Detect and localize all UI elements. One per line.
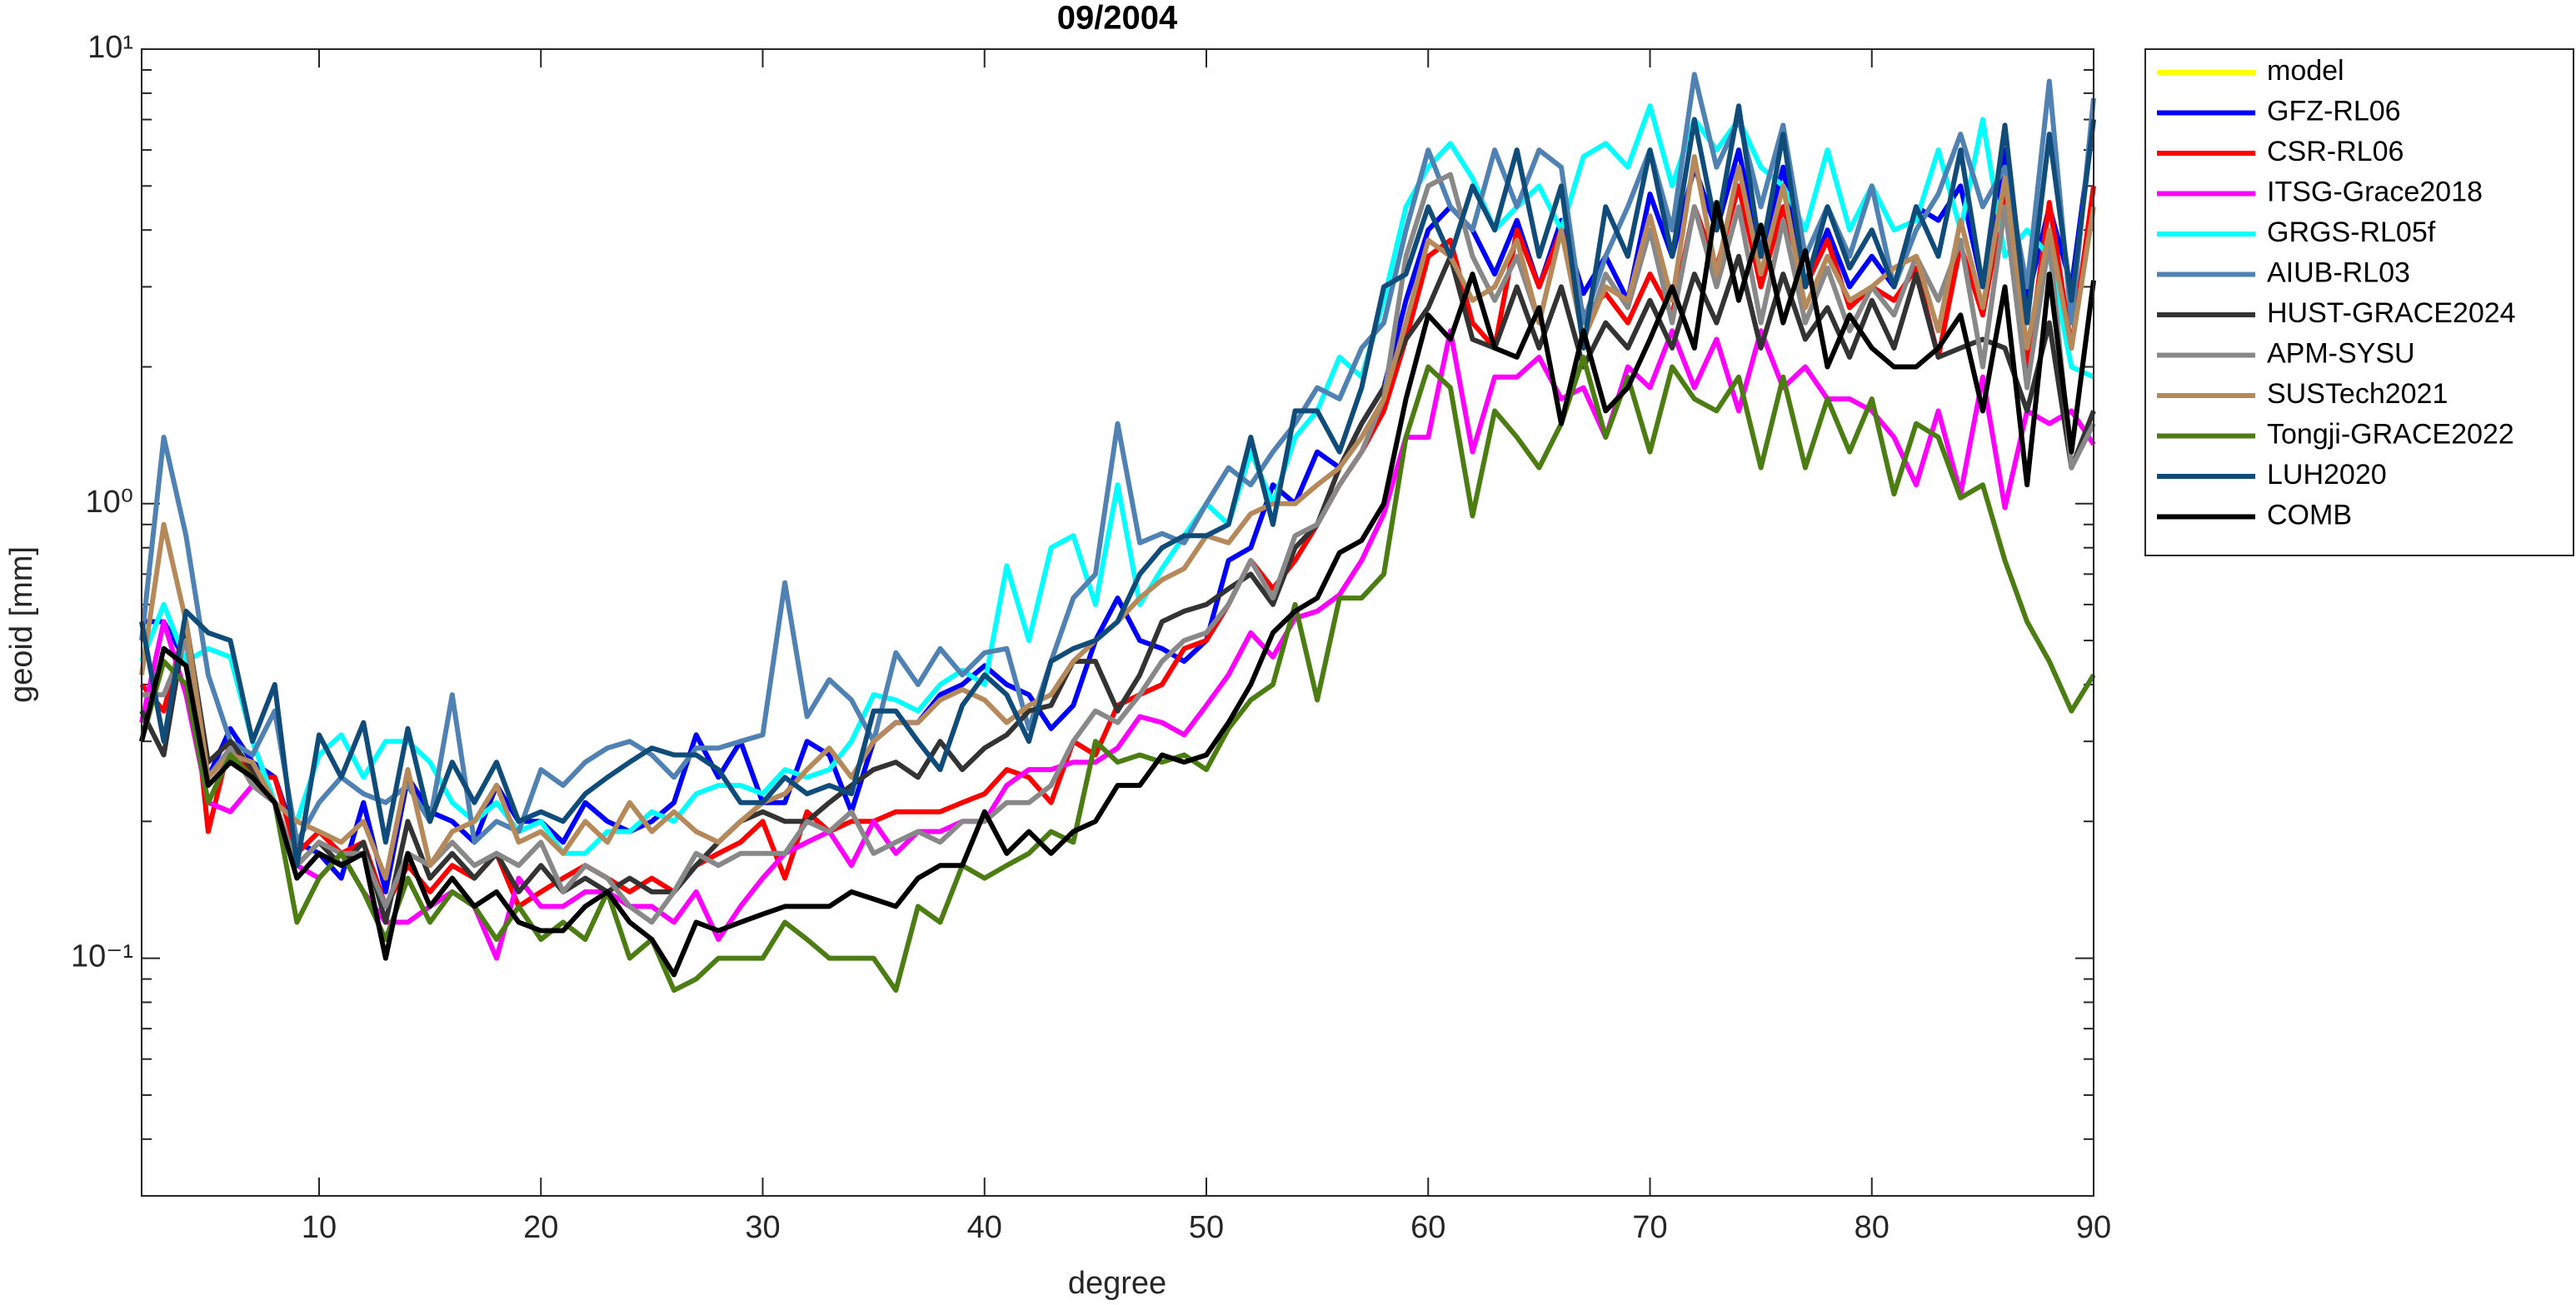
x-axis-label: degree xyxy=(1068,1266,1166,1301)
y-tick-label: 10¹ xyxy=(87,30,133,65)
legend-label: HUST-GRACE2024 xyxy=(2267,297,2516,329)
chart-title: 09/2004 xyxy=(1057,0,1178,37)
x-tick-label: 10 xyxy=(302,1210,337,1245)
x-tick-label: 40 xyxy=(967,1210,1002,1245)
x-tick-label: 50 xyxy=(1189,1210,1224,1245)
y-tick-label: 10⁰ xyxy=(85,485,133,520)
legend-label: APM-SYSU xyxy=(2267,337,2415,369)
legend-label: COMB xyxy=(2267,499,2352,530)
legend-label: model xyxy=(2267,55,2344,87)
x-tick-label: 90 xyxy=(2076,1210,2111,1245)
legend-label: GRGS-RL05f xyxy=(2267,217,2436,248)
y-tick-label: 10⁻¹ xyxy=(71,939,133,974)
legend-box xyxy=(2144,48,2574,556)
series-line xyxy=(139,354,2096,994)
plot-frame xyxy=(141,48,2094,1197)
x-tick-label: 30 xyxy=(745,1210,780,1245)
x-tick-label: 20 xyxy=(523,1210,558,1245)
series-line xyxy=(139,103,2096,869)
legend-label: SUSTech2021 xyxy=(2267,378,2448,410)
legend-label: LUH2020 xyxy=(2267,459,2387,491)
y-axis-label: geoid [mm] xyxy=(4,546,39,703)
x-tick-label: 80 xyxy=(1855,1210,1890,1245)
legend-label: ITSG-Grace2018 xyxy=(2267,176,2483,207)
legend-label: GFZ-RL06 xyxy=(2267,95,2401,127)
legend-label: AIUB-RL03 xyxy=(2267,257,2410,288)
series-line xyxy=(139,200,2096,978)
x-tick-label: 70 xyxy=(1632,1210,1667,1245)
legend-label: Tongji-GRACE2022 xyxy=(2267,418,2514,450)
x-tick-label: 60 xyxy=(1410,1210,1445,1245)
legend-label: CSR-RL06 xyxy=(2267,136,2404,167)
series-line xyxy=(142,172,2096,925)
series-line xyxy=(139,253,2096,925)
